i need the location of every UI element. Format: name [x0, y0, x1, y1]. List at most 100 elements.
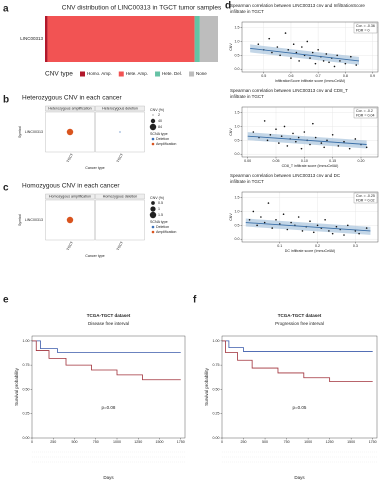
point — [301, 46, 303, 48]
x-axis-label: Cancer type — [85, 166, 104, 170]
x-tick-label: 0.7 — [316, 74, 321, 78]
point — [278, 142, 280, 144]
point — [298, 60, 300, 62]
color-legend-key — [151, 142, 155, 146]
point — [320, 142, 323, 144]
y-tick-label: 1.0 — [235, 209, 240, 213]
y-axis-label: CNV — [229, 213, 233, 221]
point — [328, 61, 330, 64]
facet-title: Heterozygous deletion — [102, 106, 138, 110]
x-tick-label: 1250 — [326, 440, 334, 444]
point — [365, 227, 368, 229]
annotation-box — [353, 192, 378, 204]
x-tick-label: 1750 — [369, 440, 377, 444]
point — [311, 51, 314, 54]
survival-curve — [222, 340, 373, 352]
point — [295, 140, 297, 143]
y-tick-label: 0.0 — [235, 152, 240, 156]
legend-swatch — [189, 71, 195, 77]
point — [337, 145, 340, 147]
plot-bg — [222, 336, 377, 438]
legend-label: Hete. Del. — [162, 71, 182, 76]
annotation: FDR = 0.04 — [356, 113, 374, 117]
x-tick-label: 500 — [262, 440, 268, 444]
chart-title: Homozygous CNV in each cancer — [22, 183, 120, 190]
chart-title: Heterozygous CNV in each cancer — [22, 95, 123, 102]
survival-curve — [222, 340, 373, 383]
chart-title: infiltrate in TGCT — [230, 94, 264, 99]
legend-label: None — [196, 71, 207, 76]
x-tick-label: 750 — [284, 440, 290, 444]
facet-strip — [95, 193, 145, 200]
point — [297, 136, 300, 139]
y-axis-label: CNV — [229, 43, 233, 51]
point — [344, 62, 347, 65]
point — [292, 132, 294, 135]
x-tick-label: 0.5 — [261, 74, 266, 78]
p-value: p=0.08 — [102, 405, 116, 410]
point — [268, 37, 271, 40]
point — [275, 218, 277, 221]
point — [252, 210, 255, 213]
point — [286, 228, 289, 231]
point — [303, 131, 306, 133]
p-value: p=0.05 — [293, 405, 307, 410]
x-tick-label: 0.1 — [277, 244, 282, 248]
survival-curve — [32, 340, 181, 381]
y-category-label: LINC00313 — [25, 130, 43, 134]
bar-segment — [45, 16, 48, 62]
color-legend-key — [151, 225, 155, 229]
y-tick-label: 1.5 — [235, 26, 240, 30]
bubble — [66, 128, 74, 136]
plot-frame — [31, 335, 186, 439]
x-tick-label: 0.10 — [301, 159, 308, 163]
color-legend-label: Deletion — [156, 225, 169, 229]
survival-curve — [32, 340, 181, 353]
point — [297, 216, 300, 218]
point — [346, 224, 349, 227]
bubble — [119, 131, 121, 133]
point — [323, 146, 325, 149]
point — [358, 232, 360, 235]
point — [278, 223, 281, 225]
point — [276, 46, 279, 48]
x-category-label: TGCT — [116, 152, 125, 163]
point — [267, 202, 270, 204]
size-legend-title: CNV (%) — [150, 196, 164, 200]
size-legend-title: CNV (%) — [150, 108, 164, 112]
point — [280, 135, 283, 137]
x-tick-label: 0.6 — [288, 74, 293, 78]
point — [266, 139, 269, 142]
bar-segment — [194, 16, 200, 62]
plot-frame — [241, 106, 379, 158]
x-axis-label: CD8_T infiltrate score (ImmuCellAI) — [282, 164, 339, 168]
panel-letter: a — [3, 4, 9, 15]
x-axis-label: Cancer type — [85, 254, 104, 258]
point — [271, 51, 273, 54]
point — [306, 40, 309, 43]
legend-swatch — [155, 71, 161, 77]
point — [350, 55, 352, 58]
panel-letter: d — [225, 1, 231, 12]
x-tick-label: 250 — [50, 440, 56, 444]
point — [290, 221, 292, 224]
facet-title: Heterozygous amplification — [48, 106, 91, 110]
color-legend-title: SCNA type — [150, 132, 168, 136]
point — [283, 125, 286, 128]
size-legend-label: 1.5 — [158, 213, 163, 217]
chart-title: Spearman correlation between LINC00313 c… — [230, 173, 341, 178]
x-tick-label: 0 — [31, 440, 33, 444]
size-legend-key — [151, 201, 155, 205]
point — [312, 122, 314, 125]
point — [248, 218, 251, 221]
point — [316, 224, 319, 227]
y-tick-label: 0.75 — [213, 363, 220, 367]
point — [343, 140, 345, 143]
point — [324, 218, 326, 221]
point — [279, 54, 281, 57]
chart-title: infiltrate in TGCT — [230, 179, 264, 184]
annotation: Cor. = -0.25 — [356, 194, 375, 198]
point — [290, 57, 292, 59]
y-tick-label: 0.25 — [213, 412, 220, 416]
